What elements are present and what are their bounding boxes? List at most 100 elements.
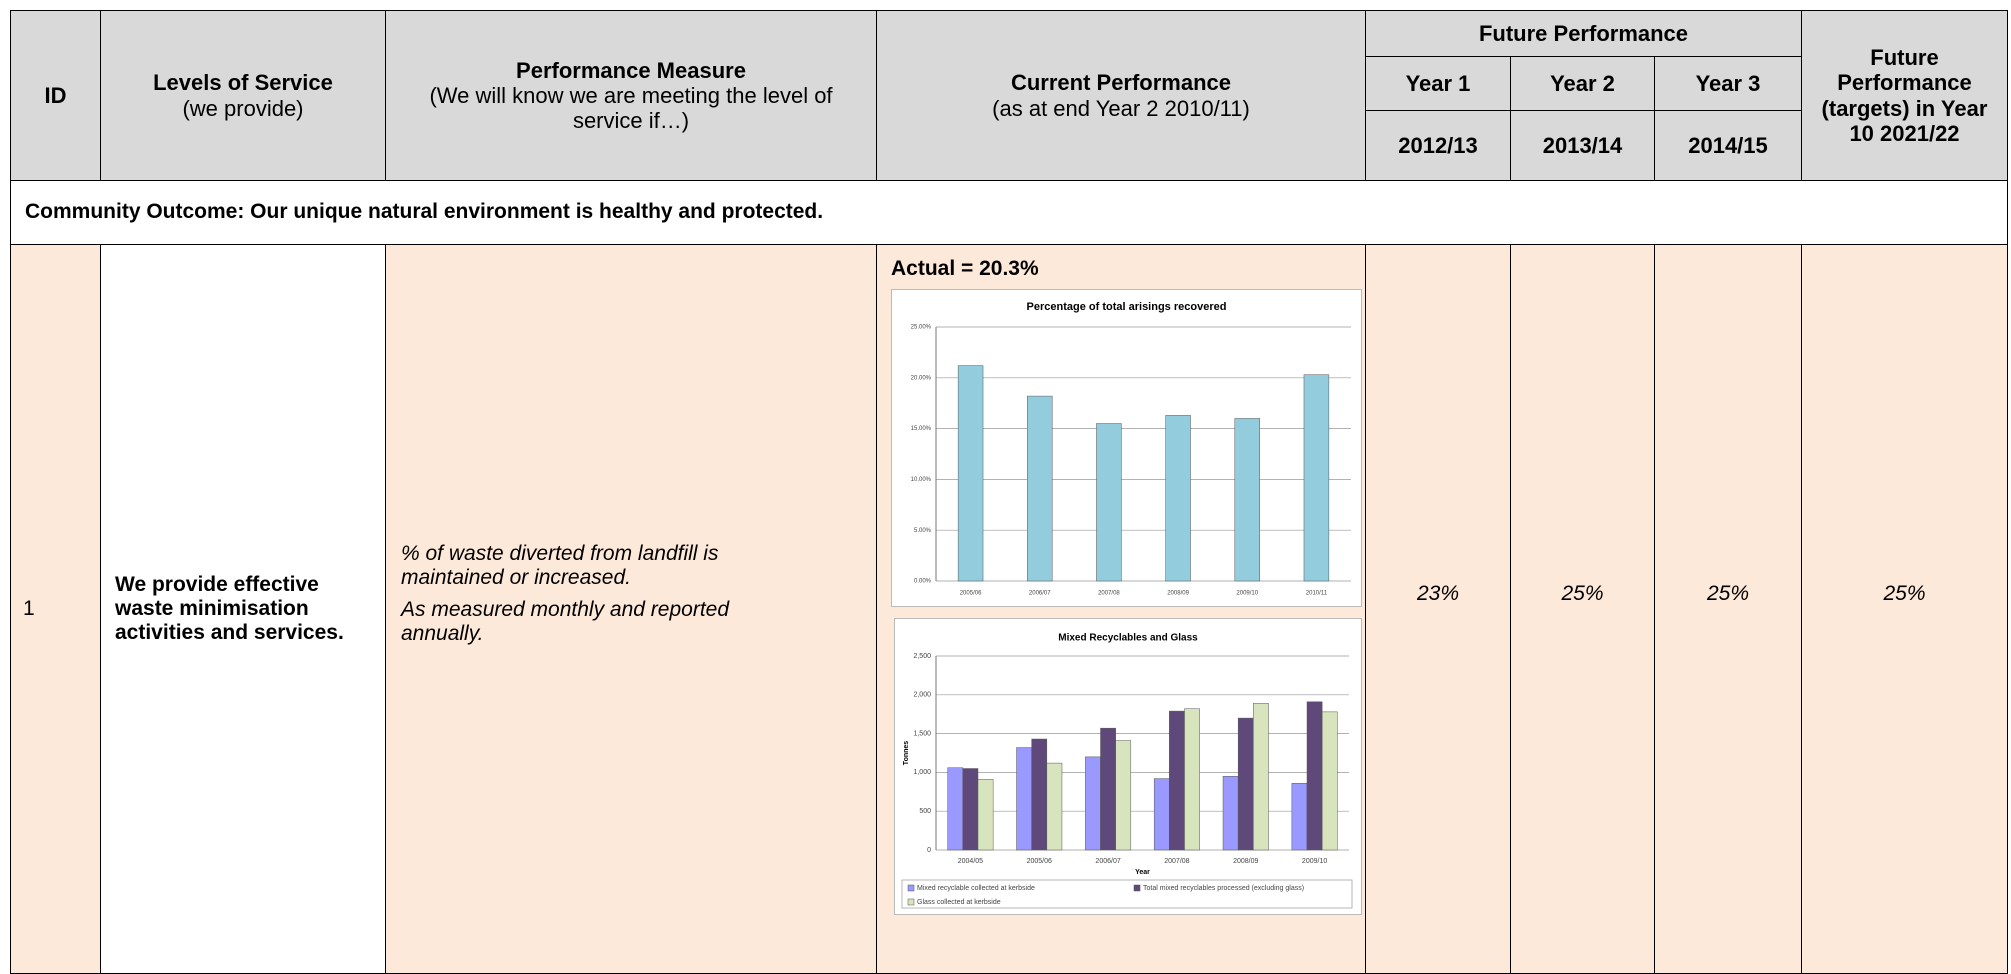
text: (we provide) bbox=[182, 95, 304, 121]
bar bbox=[1100, 727, 1116, 851]
y-tick-label: 25.00% bbox=[911, 325, 932, 331]
header-date: 2012/13 bbox=[1365, 110, 1511, 181]
x-tick-label: 2007/08 bbox=[1098, 591, 1120, 597]
bar bbox=[977, 779, 994, 851]
text: (as at end Year 2 2010/11) bbox=[992, 95, 1250, 121]
x-tick-label: 2005/06 bbox=[960, 591, 982, 597]
bar bbox=[1153, 778, 1170, 851]
legend-label: Mixed recyclable collected at kerbside bbox=[917, 885, 1035, 892]
bar bbox=[1165, 415, 1191, 582]
bar bbox=[957, 365, 984, 582]
y-tick-label: 0.00% bbox=[914, 579, 932, 585]
text: As measured monthly and reported annuall… bbox=[401, 598, 730, 646]
bar bbox=[947, 767, 964, 851]
chart-title: Percentage of total arisings recovered bbox=[1027, 301, 1227, 313]
header-id: ID bbox=[10, 10, 101, 181]
y-tick-label: 500 bbox=[919, 808, 931, 815]
x-tick-label: 2008/09 bbox=[1233, 858, 1258, 865]
x-tick-label: 2009/10 bbox=[1236, 591, 1258, 597]
row-id: 1 bbox=[10, 244, 101, 974]
bar bbox=[1184, 708, 1200, 851]
legend-swatch bbox=[907, 884, 915, 892]
text: Year 3 bbox=[1695, 70, 1761, 96]
bar bbox=[1237, 717, 1254, 851]
text: 2013/14 bbox=[1542, 132, 1623, 158]
y-tick-label: 1,500 bbox=[913, 730, 931, 737]
text: Year 1 bbox=[1405, 70, 1471, 96]
text: % of waste diverted from landfill is mai… bbox=[401, 541, 719, 589]
x-tick-label: 2009/10 bbox=[1302, 858, 1327, 865]
bar bbox=[1253, 703, 1269, 851]
bar bbox=[1306, 701, 1323, 851]
text: Community Outcome: Our unique natural en… bbox=[25, 200, 824, 224]
x-tick-label: 2008/09 bbox=[1167, 591, 1189, 597]
text: Current Performance bbox=[1010, 70, 1232, 96]
x-tick-label: 2005/06 bbox=[1027, 858, 1052, 865]
header-year: Year 1 bbox=[1365, 56, 1511, 111]
header-future: Future Performance bbox=[1365, 10, 1802, 57]
bar bbox=[1234, 418, 1260, 582]
text: We provide effective waste minimisation … bbox=[115, 572, 344, 645]
bar bbox=[1291, 783, 1308, 851]
legend-swatch bbox=[1133, 884, 1141, 892]
y-tick-label: 0 bbox=[927, 847, 931, 854]
header-date: 2014/15 bbox=[1654, 110, 1802, 181]
row-target: 25% bbox=[1510, 244, 1655, 974]
text: Levels of Service bbox=[153, 70, 333, 96]
bar bbox=[1085, 756, 1101, 851]
bar bbox=[1321, 711, 1338, 851]
text: 2014/15 bbox=[1688, 132, 1768, 158]
legend-swatch bbox=[907, 898, 915, 906]
header-measure: Performance Measure (We will know we are … bbox=[385, 10, 877, 181]
y-tick-label: 5.00% bbox=[914, 528, 932, 534]
legend-label: Glass collected at kerbside bbox=[917, 899, 1001, 906]
text: 25% bbox=[1706, 581, 1750, 605]
text: 1 bbox=[23, 596, 35, 620]
y-tick-label: 15.00% bbox=[911, 426, 932, 432]
text: (We will know we are meeting the level o… bbox=[429, 82, 833, 134]
bar bbox=[1115, 740, 1132, 851]
y-axis-title: Tonnes bbox=[903, 741, 910, 765]
x-tick-label: 2010/11 bbox=[1306, 591, 1328, 597]
row-target: 25% bbox=[1654, 244, 1802, 974]
row-target: 23% bbox=[1365, 244, 1511, 974]
header-date: 2013/14 bbox=[1510, 110, 1655, 181]
y-tick-label: 2,000 bbox=[913, 692, 931, 699]
bar bbox=[1222, 776, 1239, 851]
bar bbox=[1031, 738, 1048, 851]
x-tick-label: 2007/08 bbox=[1164, 858, 1189, 865]
chart: Mixed Recyclables and Glass 0 500 1,000 1,50… bbox=[894, 618, 1362, 915]
text: Performance Measure bbox=[516, 57, 746, 83]
text: 2012/13 bbox=[1398, 132, 1478, 158]
text: 25% bbox=[1561, 581, 1604, 605]
text: Future Performance (targets) in Year 10 … bbox=[1821, 44, 1988, 146]
header-year: Year 2 bbox=[1510, 56, 1655, 111]
chart-title: Mixed Recyclables and Glass bbox=[1058, 633, 1198, 644]
legend-label: Total mixed recyclables processed (exclu… bbox=[1143, 885, 1304, 892]
chart: Percentage of total arisings recovered 0.… bbox=[891, 289, 1362, 607]
row-level: We provide effective waste minimisation … bbox=[100, 244, 386, 974]
header-target: Future Performance (targets) in Year 10 … bbox=[1801, 10, 2008, 181]
y-tick-label: 2,500 bbox=[913, 653, 931, 660]
text: Year 2 bbox=[1550, 70, 1615, 96]
bar bbox=[962, 768, 979, 851]
bar bbox=[1169, 710, 1185, 851]
y-tick-label: 10.00% bbox=[911, 477, 932, 483]
header-levels: Levels of Service (we provide) bbox=[100, 10, 386, 181]
legend-box bbox=[901, 879, 1353, 909]
bar bbox=[1027, 395, 1053, 582]
text: 25% bbox=[1883, 581, 1926, 605]
text: Future Performance bbox=[1478, 20, 1689, 46]
y-tick-label: 20.00% bbox=[911, 375, 932, 381]
header-current: Current Performance (as at end Year 2 201… bbox=[876, 10, 1366, 181]
text: 23% bbox=[1416, 581, 1460, 605]
x-tick-label: 2004/05 bbox=[958, 858, 983, 865]
header-year: Year 3 bbox=[1654, 56, 1802, 111]
outcome-row: Community Outcome: Our unique natural en… bbox=[10, 180, 2008, 245]
x-tick-label: 2006/07 bbox=[1029, 591, 1051, 597]
row-measure: % of waste diverted from landfill is mai… bbox=[385, 244, 877, 974]
y-tick-label: 1,000 bbox=[913, 769, 931, 776]
text: ID bbox=[44, 82, 67, 108]
bar bbox=[1096, 423, 1122, 582]
